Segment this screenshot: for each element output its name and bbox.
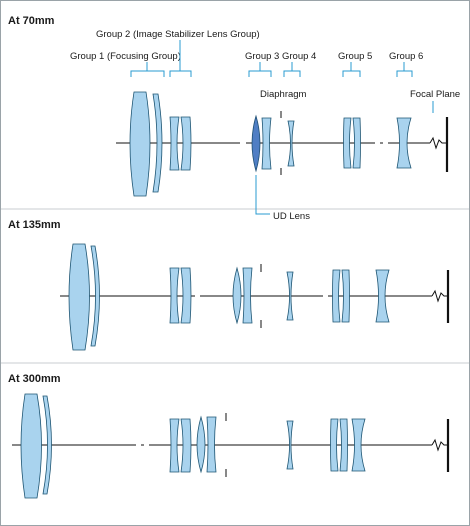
- leader-ud-lens: [256, 175, 270, 214]
- lens-element: [21, 394, 42, 498]
- panel-title-300mm: At 300mm: [8, 373, 61, 385]
- bracket-group-1: [131, 62, 164, 77]
- lens-element: [69, 244, 90, 350]
- lens-element: [233, 268, 241, 323]
- panel-300mm: [12, 394, 448, 498]
- label-group-2: Group 2 (Image Stabilizer Lens Group): [96, 29, 260, 40]
- label-group-5: Group 5: [338, 51, 372, 62]
- label-group-4: Group 4: [282, 51, 316, 62]
- bracket-group-6: [397, 62, 412, 77]
- lens-element: [197, 417, 205, 472]
- lens-element: [130, 92, 150, 196]
- ud-lens-element: [252, 116, 260, 171]
- panel-135mm: [60, 244, 448, 350]
- label-ud-lens: UD Lens: [273, 211, 310, 222]
- bracket-group-4: [284, 62, 300, 77]
- label-diaphragm: Diaphragm: [260, 89, 307, 100]
- lens-element: [342, 270, 350, 322]
- axis-break: [432, 291, 448, 301]
- lens-element: [333, 270, 341, 322]
- label-group-1: Group 1 (Focusing Group): [70, 51, 181, 62]
- label-group-6: Group 6: [389, 51, 423, 62]
- lens-element: [262, 118, 271, 169]
- panel-70mm: Group 2 (Image Stabilizer Lens Group) Gr…: [70, 29, 460, 222]
- lens-element: [207, 417, 216, 472]
- bracket-group-5: [343, 62, 360, 77]
- bracket-group-3: [249, 62, 271, 77]
- label-group-3: Group 3: [245, 51, 279, 62]
- lens-element: [340, 419, 348, 471]
- axis-break: [432, 440, 448, 450]
- label-focal-plane: Focal Plane: [410, 89, 460, 100]
- panel-title-135mm: At 135mm: [8, 219, 61, 231]
- lens-element: [344, 118, 352, 168]
- axis-break: [430, 138, 447, 148]
- lens-element: [331, 419, 339, 471]
- panel-title-70mm: At 70mm: [8, 15, 55, 27]
- lens-element: [243, 268, 252, 323]
- lens-element: [353, 118, 361, 168]
